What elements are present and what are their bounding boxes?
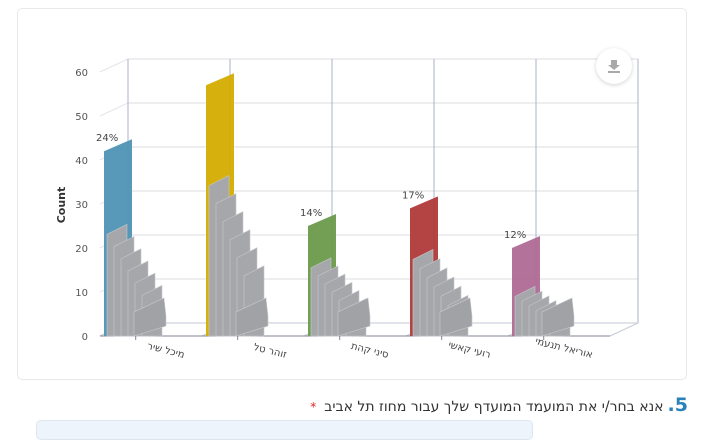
svg-text:10: 10 xyxy=(75,288,88,299)
svg-text:0: 0 xyxy=(82,332,88,343)
bar-group[interactable]: 24% מיכל שיר xyxy=(96,133,186,361)
answer-input[interactable] xyxy=(36,420,533,440)
percent-label: 14% xyxy=(300,208,322,219)
bar-group[interactable]: 17% רועי קאשי xyxy=(402,190,492,361)
download-icon xyxy=(608,60,620,73)
question-text: אנא בחר/י את המועמד המועדף שלך עבור מחוז… xyxy=(324,399,664,415)
category-label: מיכל שיר xyxy=(146,341,186,361)
download-button[interactable] xyxy=(596,48,632,84)
svg-text:20: 20 xyxy=(75,244,88,255)
percent-label: 12% xyxy=(504,230,526,241)
required-marker: * xyxy=(310,400,317,414)
bar-group[interactable]: 14% סיני קהת xyxy=(300,208,390,361)
category-label: אוריאל תנעמי xyxy=(534,336,594,361)
category-label: סיני קהת xyxy=(350,341,390,361)
percent-label: 24% xyxy=(96,133,118,144)
svg-text:50: 50 xyxy=(75,112,88,123)
svg-text:40: 40 xyxy=(75,156,88,167)
svg-text:30: 30 xyxy=(75,200,88,211)
svg-text:60: 60 xyxy=(75,68,88,79)
question-heading: 5. אנא בחר/י את המועמד המועדף שלך עבור מ… xyxy=(310,394,688,416)
svg-text:Count: Count xyxy=(55,187,68,224)
bar-group[interactable]: זוהר טל xyxy=(206,73,288,361)
percent-label: 17% xyxy=(402,190,424,201)
category-label: זוהר טל xyxy=(252,342,288,361)
bar-chart-3d: 0 10 20 30 40 50 60 Count 24% מיכל שיר זוהר טל 14% ס… xyxy=(55,58,639,361)
bar-group[interactable]: 12% אוריאל תנעמי xyxy=(504,230,594,361)
category-label: רועי קאשי xyxy=(447,340,492,361)
question-number: 5. xyxy=(667,394,688,416)
